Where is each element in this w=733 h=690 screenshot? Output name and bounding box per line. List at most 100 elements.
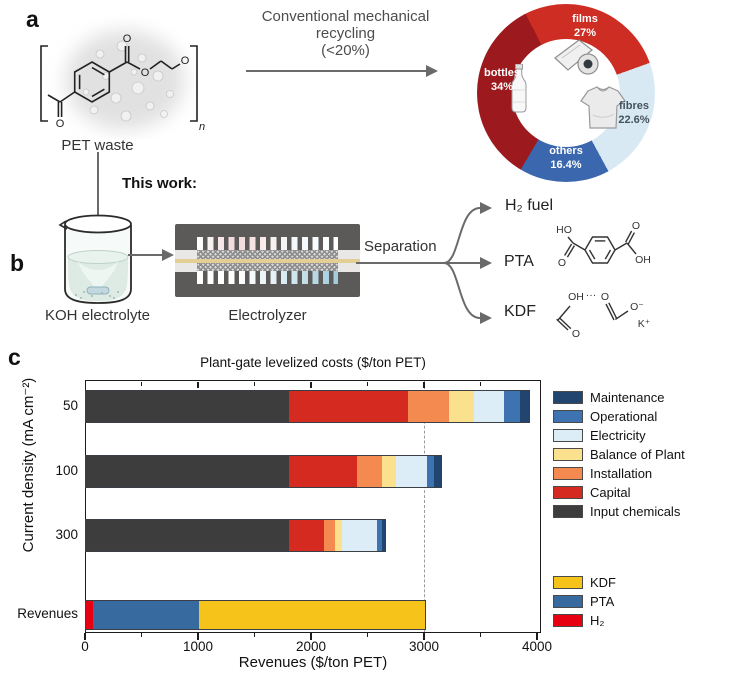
legend-swatch <box>553 505 583 518</box>
segment-Installation <box>408 391 449 422</box>
x-tick <box>479 633 482 637</box>
atom-k-plus: K⁺ <box>638 318 651 330</box>
segment-Electricity <box>342 520 378 551</box>
segment-PTA <box>92 601 199 629</box>
legend-swatch <box>553 391 583 404</box>
legend-label: Operational <box>590 409 658 424</box>
legend-swatch <box>553 576 583 589</box>
x-tick <box>366 633 369 637</box>
legend-item-Electricity: Electricity <box>553 426 685 445</box>
segment-Maintenance <box>519 391 529 422</box>
atom-o: O <box>141 67 150 79</box>
bar-chart-plot-area <box>84 380 541 633</box>
hydrogen-bond-dots: ··· <box>586 289 597 301</box>
separation-label: Separation <box>362 238 439 255</box>
segment-Balance of Plant <box>382 456 396 487</box>
subscript-n: n <box>199 121 205 133</box>
donut-slice-label-others: others 16.4% <box>549 145 583 172</box>
beaker-illustration <box>58 214 132 304</box>
atom-o: O <box>601 291 609 303</box>
atom-o: O <box>572 328 580 339</box>
x-tick-label-2000: 2000 <box>295 639 327 654</box>
flow-channels-top <box>197 237 338 250</box>
legend-swatch <box>553 410 583 423</box>
atom-ho: HO <box>556 224 572 236</box>
membrane <box>175 259 360 263</box>
segment-Capital <box>289 456 358 487</box>
recycling-title-line2: (<20%) <box>321 42 370 59</box>
legend-swatch <box>553 448 583 461</box>
donut-slice-label-bottles: bottles 34% <box>483 67 521 94</box>
segment-Operational <box>377 520 382 551</box>
atom-o: O <box>123 33 132 45</box>
x-tick-top <box>197 381 199 388</box>
atom-o: O <box>632 220 640 232</box>
x-tick <box>197 633 199 640</box>
x-tick-top <box>479 381 482 386</box>
pet-polymer-structure: O O O O n <box>40 30 205 133</box>
x-tick <box>536 633 538 640</box>
x-tick-top <box>140 381 143 386</box>
electrolyzer-label: Electrolyzer <box>228 307 307 324</box>
recycling-donut-chart: films 27% fibres 22.6% others 16.4% bottles 34% <box>477 4 655 182</box>
atom-o-minus: O⁻ <box>630 301 644 313</box>
donut-slice-label-films: films 27% <box>572 13 598 40</box>
legend-label: Capital <box>590 485 631 500</box>
legend-swatch <box>553 595 583 608</box>
cost-legend: Maintenance Operational Electricity Balance… <box>553 388 685 521</box>
recycling-title: Conventional mechanical recycling (<20%) <box>238 8 453 59</box>
legend-label: Balance of Plant <box>590 447 685 462</box>
panel-b-label: b <box>10 250 25 276</box>
segment-KDF <box>198 601 425 629</box>
tshirt-icon <box>580 86 626 129</box>
legend-label: Input chemicals <box>590 504 681 519</box>
segment-Maintenance <box>433 456 441 487</box>
segment-Balance of Plant <box>334 520 343 551</box>
recycling-title-line1: Conventional mechanical recycling <box>261 8 430 42</box>
bar-300 <box>84 519 387 552</box>
segment-Installation <box>357 456 383 487</box>
atom-o: O <box>558 257 566 269</box>
segment-Input chemicals <box>86 391 290 422</box>
category-label-300: 300 <box>55 526 78 542</box>
electrode-bottom <box>197 263 338 272</box>
x-tick <box>423 633 425 640</box>
segment-Operational <box>504 391 520 422</box>
panel-c-label: c <box>8 344 21 370</box>
legend-swatch <box>553 429 583 442</box>
bar-100 <box>85 455 442 488</box>
legend-item-KDF: KDF <box>553 573 616 592</box>
legend-label: Maintenance <box>590 390 665 405</box>
arrow-right-icon <box>246 65 438 77</box>
legend-item-Input chemicals: Input chemicals <box>553 502 685 521</box>
atom-o: O <box>181 55 190 67</box>
speckles <box>75 291 119 299</box>
pta-structure: HO O O OH <box>556 220 651 269</box>
x-tick-label-1000: 1000 <box>182 639 214 654</box>
segment-Balance of Plant <box>448 391 474 422</box>
segment-Electricity <box>395 456 428 487</box>
x-tick <box>84 633 86 640</box>
pet-atoms: O O O O n <box>56 33 205 133</box>
droplets <box>82 40 174 122</box>
legend-item-Operational: Operational <box>553 407 685 426</box>
koh-electrolyte-label: KOH electrolyte <box>44 307 151 324</box>
legend-swatch <box>553 614 583 627</box>
category-label-50: 50 <box>62 397 78 413</box>
electrode-top <box>197 250 338 259</box>
legend-label: PTA <box>590 594 615 609</box>
pet-bonds <box>40 45 198 122</box>
panel-a-label: a <box>26 6 39 32</box>
revenue-guide-line <box>424 381 425 632</box>
legend-item-PTA: PTA <box>553 592 616 611</box>
atom-o: O <box>56 118 65 130</box>
electrolyzer-illustration <box>175 224 360 297</box>
category-label-Revenues: Revenues <box>17 606 78 621</box>
legend-item-Capital: Capital <box>553 483 685 502</box>
h2-fuel-label: H₂ fuel <box>505 197 554 214</box>
x-tick-top <box>310 381 312 388</box>
legend-label: Electricity <box>590 428 646 443</box>
legend-item-Maintenance: Maintenance <box>553 388 685 407</box>
legend-swatch <box>553 486 583 499</box>
